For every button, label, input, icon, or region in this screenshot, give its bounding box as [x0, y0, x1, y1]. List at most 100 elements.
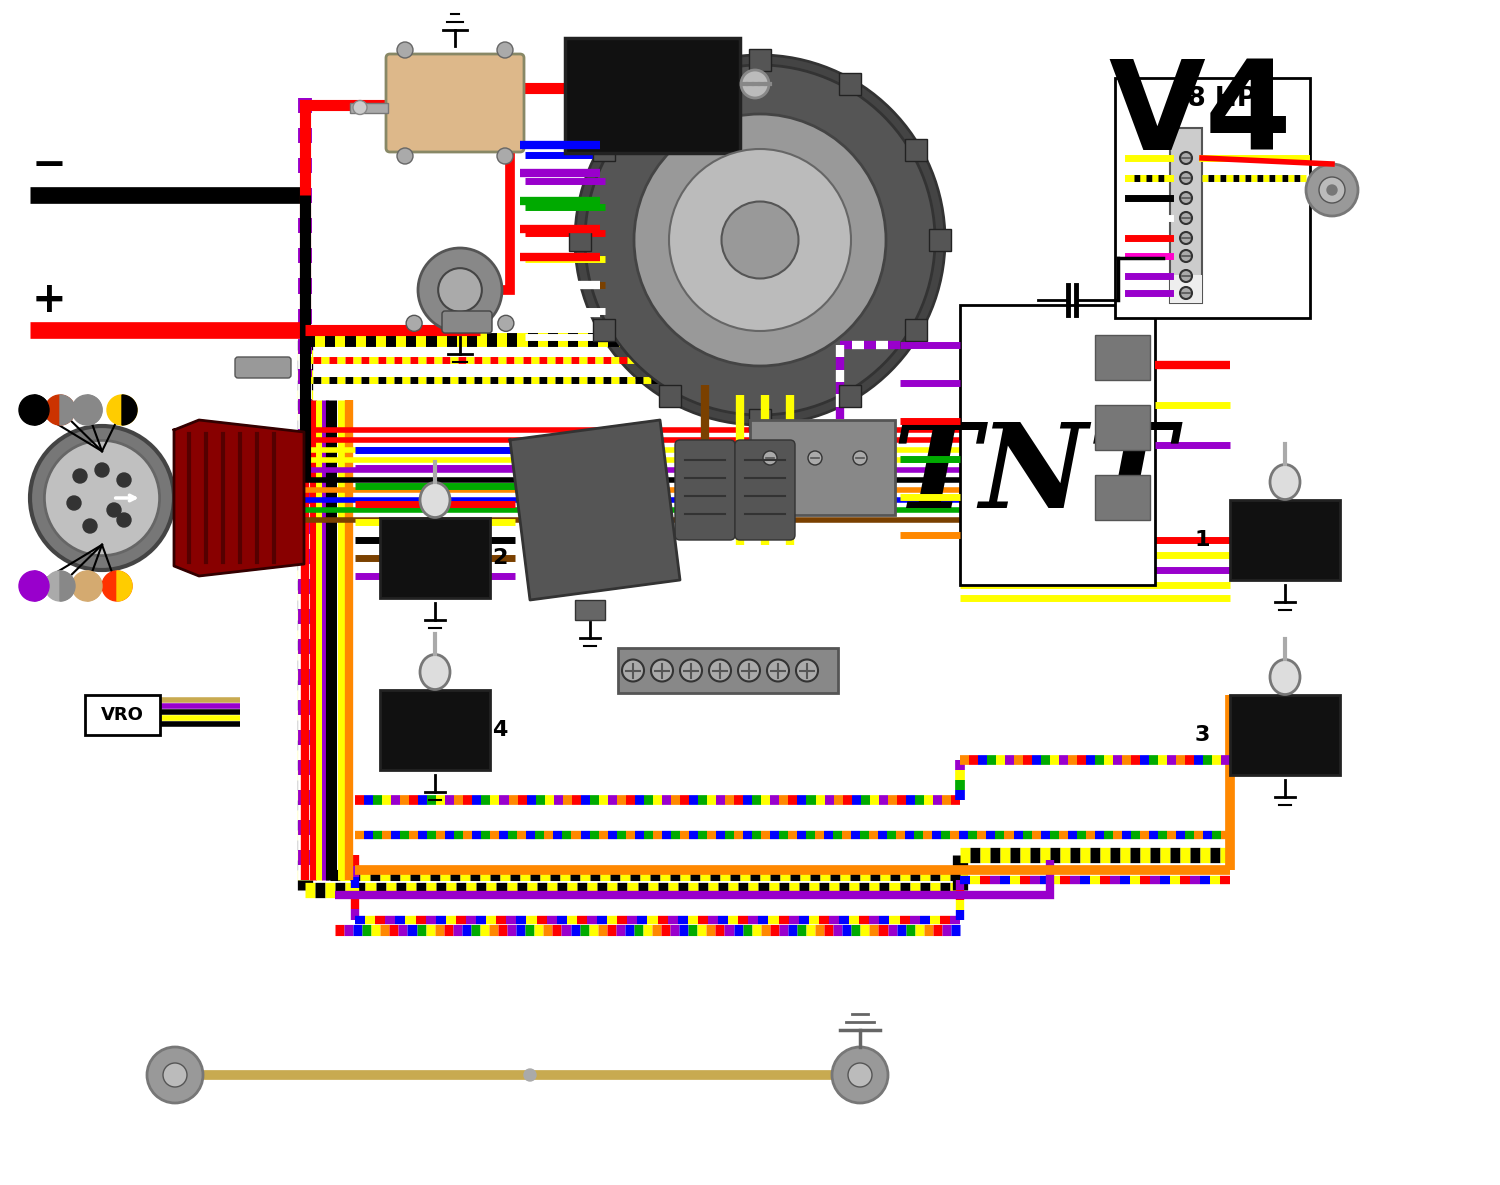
Circle shape: [102, 571, 132, 601]
Circle shape: [496, 41, 513, 58]
Wedge shape: [122, 395, 136, 425]
Circle shape: [808, 451, 822, 465]
FancyBboxPatch shape: [568, 229, 591, 251]
FancyBboxPatch shape: [839, 73, 861, 95]
Circle shape: [669, 149, 850, 331]
Text: 3: 3: [1194, 725, 1209, 745]
Circle shape: [106, 395, 136, 425]
Text: −: −: [32, 145, 68, 186]
Circle shape: [438, 268, 482, 312]
Text: 88 HP: 88 HP: [1168, 87, 1256, 113]
Circle shape: [20, 571, 50, 601]
Wedge shape: [87, 571, 102, 601]
Circle shape: [1306, 164, 1358, 216]
Circle shape: [164, 1063, 188, 1087]
Circle shape: [1328, 185, 1336, 196]
FancyBboxPatch shape: [904, 139, 927, 161]
Wedge shape: [87, 395, 102, 425]
Circle shape: [634, 114, 886, 366]
Bar: [1095, 335, 1150, 380]
Circle shape: [585, 65, 934, 415]
Circle shape: [764, 451, 777, 465]
Wedge shape: [117, 571, 132, 601]
Circle shape: [94, 463, 110, 478]
Circle shape: [1180, 232, 1192, 244]
FancyBboxPatch shape: [236, 357, 291, 378]
Circle shape: [398, 148, 412, 164]
Text: 2: 2: [492, 547, 507, 568]
Wedge shape: [60, 571, 75, 601]
Circle shape: [833, 1048, 888, 1103]
Ellipse shape: [1270, 465, 1300, 500]
Circle shape: [766, 660, 789, 681]
Ellipse shape: [420, 654, 450, 690]
Circle shape: [74, 469, 87, 483]
Circle shape: [738, 660, 760, 681]
Circle shape: [68, 497, 81, 510]
Text: V4: V4: [1108, 55, 1292, 177]
Circle shape: [117, 513, 130, 527]
Circle shape: [722, 201, 798, 278]
Circle shape: [1180, 152, 1192, 164]
Circle shape: [1180, 192, 1192, 204]
Circle shape: [45, 571, 75, 601]
FancyBboxPatch shape: [442, 310, 492, 333]
Circle shape: [30, 425, 174, 570]
Bar: [1114, 78, 1310, 318]
FancyBboxPatch shape: [658, 73, 681, 95]
FancyBboxPatch shape: [904, 319, 927, 341]
Circle shape: [147, 1048, 202, 1103]
Bar: [618, 648, 839, 693]
Circle shape: [419, 248, 503, 332]
Bar: [1230, 694, 1340, 775]
Ellipse shape: [1270, 660, 1300, 694]
Bar: [1230, 500, 1340, 579]
Text: +: +: [32, 278, 66, 321]
Circle shape: [496, 148, 513, 164]
Text: 4: 4: [492, 720, 507, 739]
Bar: [1170, 128, 1202, 303]
Polygon shape: [174, 419, 304, 576]
Bar: [960, 305, 1155, 585]
FancyBboxPatch shape: [592, 139, 615, 161]
Circle shape: [45, 395, 75, 425]
Text: TNT: TNT: [892, 417, 1176, 532]
Bar: [1095, 475, 1150, 520]
FancyBboxPatch shape: [658, 385, 681, 406]
Circle shape: [117, 473, 130, 487]
Circle shape: [1180, 287, 1192, 299]
Bar: [1095, 405, 1150, 450]
Circle shape: [72, 571, 102, 601]
FancyBboxPatch shape: [839, 385, 861, 406]
Circle shape: [498, 315, 514, 332]
Wedge shape: [34, 395, 50, 425]
Circle shape: [406, 315, 422, 332]
FancyBboxPatch shape: [928, 229, 951, 251]
Circle shape: [651, 660, 674, 681]
FancyBboxPatch shape: [735, 440, 795, 540]
Bar: [574, 600, 604, 620]
Circle shape: [20, 395, 50, 425]
Circle shape: [352, 101, 368, 115]
Bar: [350, 102, 388, 113]
Circle shape: [741, 70, 770, 98]
Circle shape: [106, 502, 122, 517]
Bar: [750, 419, 896, 515]
Bar: [1170, 275, 1202, 303]
FancyBboxPatch shape: [592, 319, 615, 341]
Circle shape: [574, 55, 945, 425]
Circle shape: [45, 441, 159, 556]
Circle shape: [796, 660, 818, 681]
Circle shape: [680, 660, 702, 681]
Circle shape: [524, 1069, 536, 1081]
Bar: [380, 518, 490, 598]
Text: 1: 1: [1194, 530, 1209, 550]
Circle shape: [398, 41, 412, 58]
Circle shape: [1180, 212, 1192, 224]
Polygon shape: [510, 419, 680, 600]
Circle shape: [1318, 177, 1346, 203]
Circle shape: [847, 1063, 871, 1087]
Circle shape: [1180, 172, 1192, 184]
FancyBboxPatch shape: [386, 55, 524, 152]
Bar: [566, 38, 740, 153]
